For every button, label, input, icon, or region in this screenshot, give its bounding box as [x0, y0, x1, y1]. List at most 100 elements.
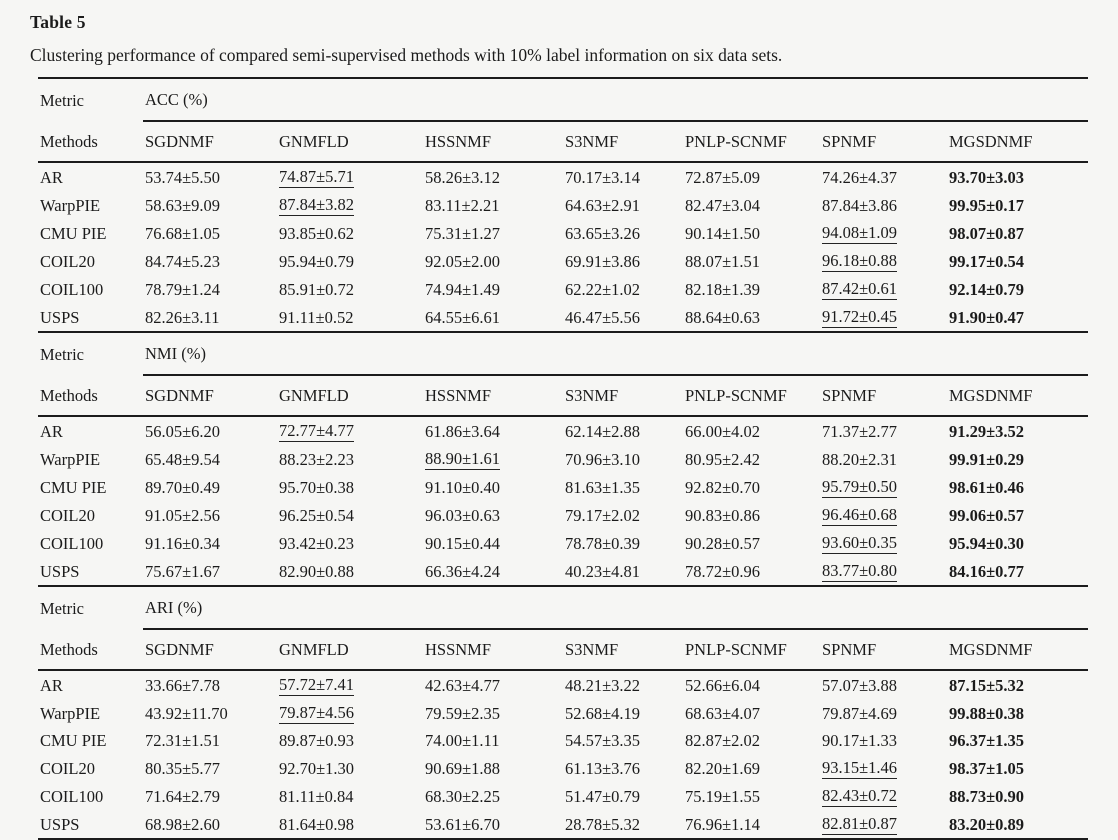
- value-text: 61.86±3.64: [425, 421, 501, 441]
- value-cell: 82.90±0.88: [277, 557, 423, 587]
- value-text: 52.68±4.19: [565, 703, 641, 723]
- table-row: COIL20 91.05±2.56 96.25±0.54 96.03±0.63 79.1…: [38, 501, 1088, 529]
- value-text: 54.57±3.35: [565, 731, 641, 750]
- value-text: 79.87±4.56: [279, 703, 355, 724]
- value-cell: 87.84±3.86: [820, 191, 947, 219]
- value-cell: 75.19±1.55: [683, 782, 820, 810]
- value-text: 81.11±0.84: [279, 786, 354, 806]
- value-cell: 58.26±3.12: [423, 162, 563, 191]
- value-cell: 82.20±1.69: [683, 754, 820, 782]
- metric-row-label: Metric: [40, 90, 84, 110]
- value-text: 94.08±1.09: [822, 223, 898, 244]
- value-text: 92.05±2.00: [425, 251, 501, 271]
- value-text: 91.11±0.52: [279, 307, 354, 327]
- value-cell: 56.05±6.20: [143, 416, 277, 445]
- value-text: 95.70±0.38: [279, 477, 355, 497]
- value-cell: 88.90±1.61: [423, 445, 563, 473]
- value-cell: 68.30±2.25: [423, 782, 563, 810]
- value-cell: 72.77±4.77: [277, 416, 423, 445]
- metric-row-label: Metric: [40, 344, 84, 364]
- column-header: SGDNMF: [143, 375, 277, 417]
- value-cell: 54.57±3.35: [563, 727, 683, 754]
- dataset-label: COIL100: [40, 533, 104, 553]
- value-text: 74.26±4.37: [822, 167, 898, 187]
- value-cell: 88.64±0.63: [683, 303, 820, 333]
- value-text: 91.29±3.52: [949, 421, 1025, 441]
- column-header: SGDNMF: [143, 629, 277, 671]
- value-cell: 93.70±3.03: [947, 162, 1088, 191]
- column-header: MGSDNMF: [947, 375, 1089, 417]
- value-cell: 82.87±2.02: [683, 727, 820, 754]
- table-row: AR 33.66±7.78 57.72±7.41 42.63±4.77 48.21±3.…: [38, 670, 1088, 699]
- value-cell: 81.11±0.84: [277, 782, 423, 810]
- value-cell: 46.47±5.56: [563, 303, 683, 333]
- value-cell: 63.65±3.26: [563, 219, 683, 247]
- table-row: USPS 68.98±2.60 81.64±0.98 53.61±6.70 28.78±…: [38, 810, 1089, 840]
- value-cell: 88.23±2.23: [277, 445, 423, 473]
- value-text: 90.14±1.50: [685, 223, 761, 243]
- value-cell: 82.81±0.87: [820, 810, 947, 840]
- value-text: 61.13±3.76: [565, 758, 641, 778]
- value-text: 93.15±1.46: [822, 758, 898, 779]
- value-text: 92.14±0.79: [949, 279, 1025, 299]
- value-text: 78.78±0.39: [565, 533, 641, 553]
- value-cell: 92.05±2.00: [423, 247, 563, 275]
- value-text: 69.91±3.86: [565, 251, 641, 271]
- dataset-label: WarpPIE: [40, 195, 101, 215]
- table-row: AR 53.74±5.50 74.87±5.71 58.26±3.12 70.17±3.…: [38, 162, 1088, 191]
- value-text: 64.55±6.61: [425, 307, 501, 327]
- value-text: 46.47±5.56: [565, 307, 641, 327]
- table-row: COIL20 80.35±5.77 92.70±1.30 90.69±1.88 61.1…: [38, 754, 1088, 782]
- table-caption: Clustering performance of compared semi-…: [30, 45, 783, 65]
- value-text: 88.73±0.90: [949, 786, 1025, 806]
- column-header: SGDNMF: [143, 121, 277, 163]
- value-cell: 43.92±11.70: [143, 699, 277, 727]
- value-text: 96.25±0.54: [279, 505, 355, 525]
- table-row: WarpPIE 58.63±9.09 87.84±3.82 83.11±2.21 64.…: [38, 191, 1088, 219]
- value-cell: 71.64±2.79: [143, 782, 277, 810]
- value-text: 82.90±0.88: [279, 561, 355, 581]
- column-header: HSSNMF: [423, 629, 563, 671]
- value-text: 82.20±1.69: [685, 758, 761, 778]
- dataset-label: AR: [40, 421, 63, 441]
- value-text: 78.79±1.24: [145, 279, 221, 299]
- value-text: 99.06±0.57: [949, 505, 1025, 525]
- value-text: 53.74±5.50: [145, 167, 221, 187]
- column-header: PNLP-SCNMF: [683, 629, 820, 671]
- dataset-label: COIL100: [40, 786, 104, 806]
- value-cell: 82.26±3.11: [143, 303, 277, 333]
- value-text: 68.98±2.60: [145, 814, 221, 834]
- value-cell: 95.94±0.79: [277, 247, 423, 275]
- value-text: 62.14±2.88: [565, 421, 641, 441]
- value-cell: 70.17±3.14: [563, 162, 683, 191]
- value-cell: 48.21±3.22: [563, 670, 683, 699]
- value-text: 75.67±1.67: [145, 561, 221, 581]
- value-text: 90.69±1.88: [425, 758, 501, 778]
- value-text: 83.77±0.80: [822, 561, 898, 582]
- column-header: GNMFLD: [277, 121, 423, 163]
- column-header: PNLP-SCNMF: [683, 375, 820, 417]
- table-row: USPS 82.26±3.11 91.11±0.52 64.55±6.61 46.47±…: [38, 303, 1089, 333]
- value-cell: 93.60±0.35: [820, 529, 947, 557]
- dataset-label: COIL20: [40, 758, 95, 778]
- column-header: PNLP-SCNMF: [683, 121, 820, 163]
- column-header: S3NMF: [563, 629, 683, 671]
- value-cell: 87.84±3.82: [277, 191, 423, 219]
- value-cell: 62.14±2.88: [563, 416, 683, 445]
- value-cell: 84.16±0.77: [947, 557, 1089, 587]
- value-text: 88.90±1.61: [425, 449, 501, 470]
- value-cell: 96.03±0.63: [423, 501, 563, 529]
- value-text: 99.95±0.17: [949, 195, 1025, 215]
- value-cell: 65.48±9.54: [143, 445, 277, 473]
- value-text: 68.63±4.07: [685, 703, 761, 723]
- value-cell: 74.94±1.49: [423, 275, 563, 303]
- value-cell: 99.17±0.54: [947, 247, 1088, 275]
- value-cell: 68.63±4.07: [683, 699, 820, 727]
- value-cell: 87.15±5.32: [947, 670, 1088, 699]
- value-text: 96.37±1.35: [949, 731, 1025, 750]
- value-cell: 79.17±2.02: [563, 501, 683, 529]
- value-text: 93.60±0.35: [822, 533, 898, 554]
- table-row: COIL20 84.74±5.23 95.94±0.79 92.05±2.00 69.9…: [38, 247, 1088, 275]
- value-text: 57.72±7.41: [279, 675, 355, 696]
